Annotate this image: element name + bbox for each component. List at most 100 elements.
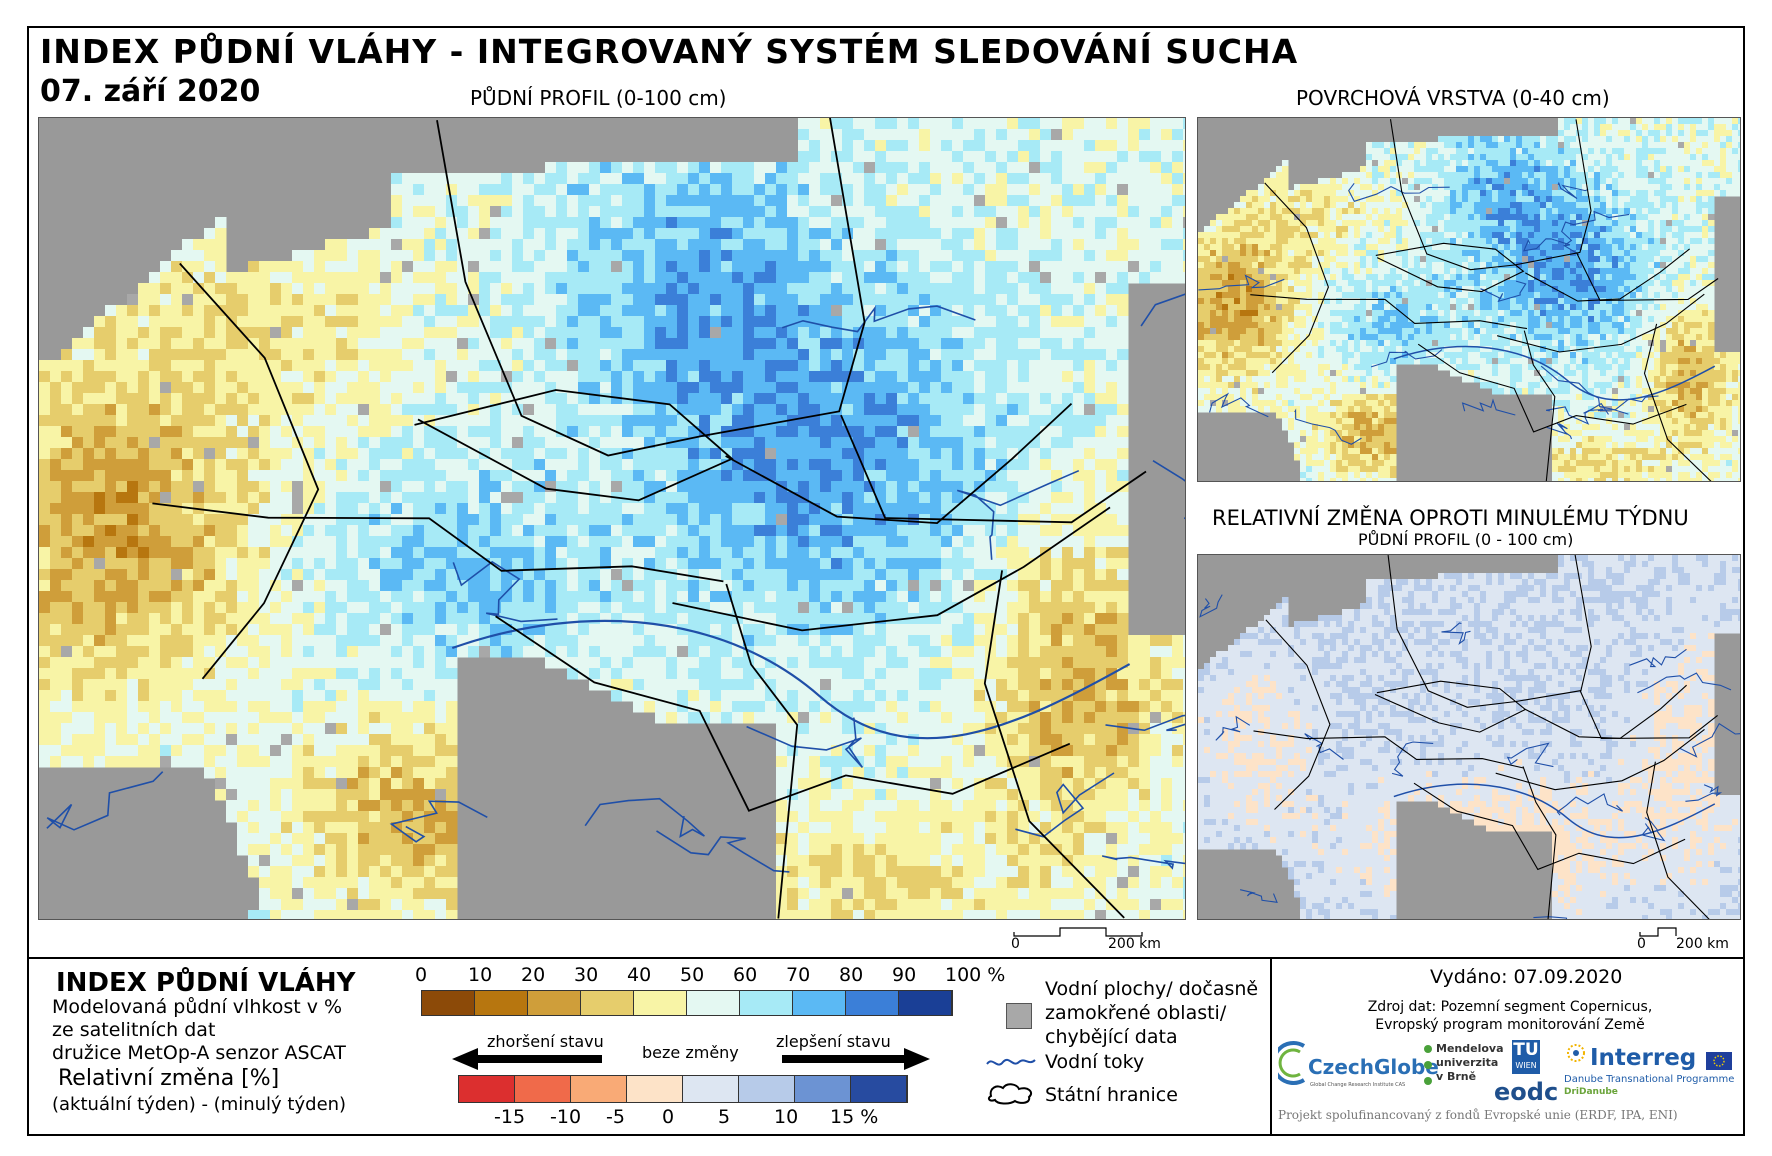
- eu-stars-icon: [1713, 1055, 1725, 1067]
- legend-divider: [27, 957, 1745, 959]
- mendel-line-2: univerzita: [1436, 1056, 1499, 1069]
- weekly-change-map[interactable]: [1197, 554, 1741, 920]
- czechglobe-logo-text: CzechGlobe: [1308, 1055, 1439, 1079]
- change-swatch-2: [571, 1076, 627, 1102]
- index-tick-label: 10: [468, 964, 493, 986]
- info-divider: [1270, 957, 1272, 1136]
- funding-footer: Projekt spolufinancovaný z fondů Evropsk…: [1278, 1108, 1678, 1122]
- index-swatch-9: [899, 991, 952, 1015]
- mendel-line-3: v Brně: [1436, 1070, 1477, 1083]
- river-lines: [1199, 594, 1740, 919]
- eodc-logo: eodc: [1494, 1078, 1559, 1106]
- missing-data-label-1: Vodní plochy/ dočasně: [1045, 978, 1259, 1000]
- borders-label: Státní hranice: [1045, 1084, 1178, 1106]
- eu-flag-icon: [1706, 1052, 1732, 1070]
- index-swatch-4: [634, 991, 687, 1015]
- legend-arrow: [452, 1048, 930, 1070]
- border-symbol-icon: [987, 1083, 1033, 1105]
- change-scale-bar: [1639, 927, 1677, 937]
- change-tick-label: -10: [550, 1106, 582, 1128]
- mendel-logo-text: Mendelova univerzita v Brně: [1436, 1042, 1504, 1084]
- state-borders: [1253, 555, 1718, 919]
- issued-date: Vydáno: 07.09.2020: [1430, 966, 1623, 988]
- rivers-label: Vodní toky: [1045, 1051, 1145, 1073]
- legend-relative-desc: (aktuální týden) - (minulý týden): [52, 1094, 347, 1115]
- change-map-sublabel: PŮDNÍ PROFIL (0 - 100 cm): [1358, 530, 1574, 549]
- tu-wien-logo-text: TU: [1513, 1040, 1539, 1060]
- surface-layer-map[interactable]: [1197, 117, 1741, 482]
- sheet-title: INDEX PŮDNÍ VLÁHY - INTEGROVANÝ SYSTÉM S…: [40, 32, 1299, 71]
- main-soil-moisture-map[interactable]: [38, 117, 1186, 920]
- change-tick-label: -15: [494, 1106, 526, 1128]
- change-swatch-6: [795, 1076, 851, 1102]
- index-tick-label: 80: [839, 964, 864, 986]
- change-color-ramp: [458, 1075, 908, 1103]
- index-swatch-3: [581, 991, 634, 1015]
- index-tick-label: 40: [627, 964, 652, 986]
- index-swatch-6: [740, 991, 793, 1015]
- missing-data-label-3: chybějící data: [1045, 1026, 1178, 1048]
- mendel-dot-2-icon: [1424, 1061, 1432, 1069]
- czechglobe-logo-sub: Global Change Research Institute CAS: [1310, 1082, 1406, 1088]
- main-map-canvas: [39, 118, 1185, 919]
- surface-map-canvas: [1198, 118, 1740, 481]
- mendel-dot-1-icon: [1424, 1045, 1432, 1053]
- river-symbol-icon: [986, 1058, 1036, 1066]
- river-lines: [1198, 181, 1716, 445]
- arrow-worse-label: zhoršení stavu: [487, 1032, 604, 1051]
- change-tick-label: 5: [718, 1106, 731, 1128]
- raster-cells: [39, 118, 1185, 919]
- mendel-dot-3-icon: [1424, 1077, 1432, 1085]
- legend-desc-1: Modelovaná půdní vlhkost v %: [52, 996, 343, 1018]
- change-swatch-5: [739, 1076, 795, 1102]
- change-tick-label: 0: [662, 1106, 675, 1128]
- legend-desc-2: ze satelitních dat: [52, 1019, 216, 1041]
- main-scale-label: 200 km: [1108, 936, 1161, 952]
- index-tick-label: 90: [892, 964, 917, 986]
- legend-relative-title: Relativní změna [%]: [58, 1066, 280, 1091]
- main-scale-zero: 0: [1011, 936, 1020, 952]
- tu-wien-logo-sub: WIEN: [1515, 1061, 1537, 1070]
- change-map-canvas: [1198, 555, 1740, 919]
- legend-desc-3: družice MetOp-A senzor ASCAT: [52, 1042, 346, 1064]
- index-tick-label: 50: [680, 964, 705, 986]
- index-swatch-7: [793, 991, 846, 1015]
- change-tick-label: 10: [774, 1106, 799, 1128]
- index-tick-label: 70: [786, 964, 811, 986]
- raster-cells: [1198, 118, 1740, 481]
- state-borders: [1250, 119, 1719, 481]
- index-swatch-5: [687, 991, 740, 1015]
- change-swatch-1: [515, 1076, 571, 1102]
- data-source-line-2: Evropský program monitorování Země: [1375, 1017, 1645, 1033]
- change-swatch-3: [627, 1076, 683, 1102]
- interreg-logo-text: Interreg: [1590, 1045, 1697, 1071]
- state-borders: [152, 118, 1147, 919]
- index-tick-label: 100 %: [945, 964, 1006, 986]
- missing-data-label-2: zamokřené oblasti/: [1045, 1002, 1227, 1024]
- missing-data-swatch: [1006, 1003, 1032, 1029]
- main-map-label: PŮDNÍ PROFIL (0-100 cm): [470, 86, 727, 110]
- index-swatch-8: [846, 991, 899, 1015]
- index-tick-label: 0: [415, 964, 428, 986]
- surface-map-label: POVRCHOVÁ VRSTVA (0-40 cm): [1296, 86, 1610, 110]
- data-source-line-1: Zdroj dat: Pozemní segment Copernicus,: [1367, 999, 1653, 1015]
- index-swatch-0: [422, 991, 475, 1015]
- change-swatch-7: [851, 1076, 907, 1102]
- main-scale-bar: [1013, 927, 1143, 937]
- czechglobe-logo-icon: [1278, 1041, 1306, 1085]
- river-lines: [46, 293, 1185, 873]
- mendel-line-1: Mendelova: [1436, 1042, 1504, 1055]
- arrow-better-label: zlepšení stavu: [776, 1032, 891, 1051]
- index-tick-label: 20: [521, 964, 546, 986]
- data-source: Zdroj dat: Pozemní segment Copernicus, E…: [1290, 998, 1730, 1034]
- interreg-star-icon: [1567, 1044, 1585, 1062]
- interreg-logo-sub-1: Danube Transnational Programme: [1564, 1074, 1735, 1085]
- change-scale-zero: 0: [1637, 936, 1646, 952]
- interreg-logo-sub-2: DriDanube: [1564, 1087, 1618, 1097]
- index-tick-label: 30: [574, 964, 599, 986]
- index-swatch-2: [528, 991, 581, 1015]
- change-map-label: RELATIVNÍ ZMĚNA OPROTI MINULÉMU TÝDNU: [1212, 506, 1689, 530]
- index-color-ramp: [421, 990, 953, 1016]
- tu-wien-logo: TU WIEN: [1512, 1040, 1540, 1074]
- change-tick-label: -5: [606, 1106, 625, 1128]
